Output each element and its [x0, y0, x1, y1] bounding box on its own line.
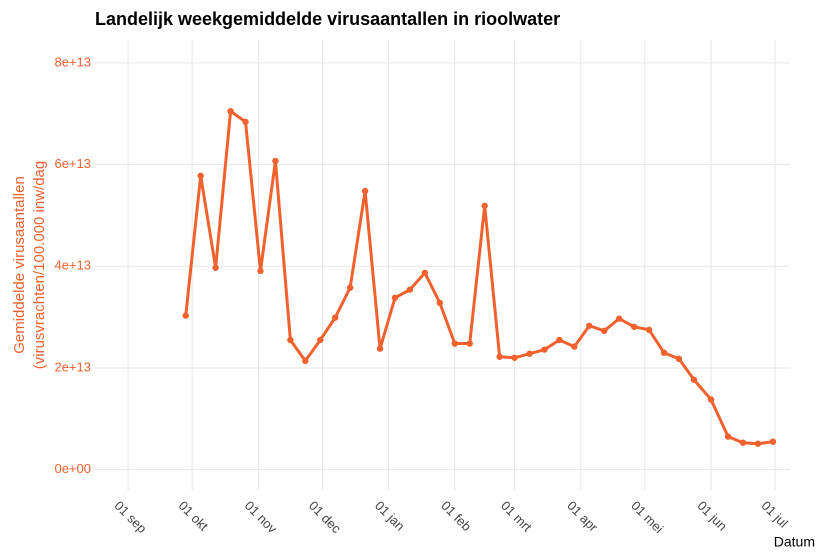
series-point	[376, 345, 384, 352]
series-point	[197, 172, 204, 179]
y-tick-label: 4e+13	[54, 258, 91, 273]
series-point	[332, 314, 339, 321]
series-point	[257, 267, 264, 275]
series-point	[436, 299, 444, 307]
y-tick-label: 8e+13	[54, 54, 91, 69]
series-point	[346, 284, 354, 291]
series-point	[724, 433, 732, 440]
y-tick-label: 2e+13	[54, 359, 91, 374]
series-point	[182, 312, 189, 319]
series-point	[317, 336, 324, 344]
series-point	[302, 357, 309, 365]
series-point	[541, 346, 548, 353]
series-point	[630, 323, 638, 330]
chart-title: Landelijk weekgemiddelde virusaantallen …	[95, 9, 560, 29]
series-point	[739, 439, 747, 446]
y-axis-label: (virusvrachten/100.000 inw/dag	[31, 161, 48, 369]
series-point	[212, 264, 219, 271]
series-point	[571, 343, 578, 350]
series-point	[645, 326, 653, 334]
series-point	[660, 349, 668, 356]
series-point	[466, 340, 473, 347]
series-point	[391, 294, 399, 301]
series-point	[586, 322, 593, 329]
series-point	[272, 157, 279, 165]
series-point	[496, 353, 503, 360]
series-point	[361, 187, 369, 195]
series-point	[481, 202, 488, 209]
y-axis-label: Gemiddelde virusaantallen	[11, 176, 28, 354]
series-point	[615, 315, 623, 322]
series-point	[601, 327, 608, 335]
series-point	[675, 355, 683, 363]
series-point	[511, 354, 518, 361]
series-point	[769, 438, 777, 445]
series-point	[287, 336, 294, 344]
series-line	[184, 109, 774, 446]
series-point	[556, 336, 563, 344]
y-tick-label: 6e+13	[54, 156, 91, 171]
series-point	[406, 286, 414, 293]
series-point	[707, 396, 715, 403]
series-point	[421, 269, 429, 277]
series-point	[690, 376, 698, 383]
series-point	[754, 440, 762, 447]
series-point	[451, 340, 458, 347]
series-point	[526, 350, 533, 357]
x-axis-label: Datum	[774, 534, 815, 550]
series-point	[242, 118, 249, 126]
series-point	[227, 107, 234, 115]
y-tick-label: 0e+00	[54, 461, 91, 476]
